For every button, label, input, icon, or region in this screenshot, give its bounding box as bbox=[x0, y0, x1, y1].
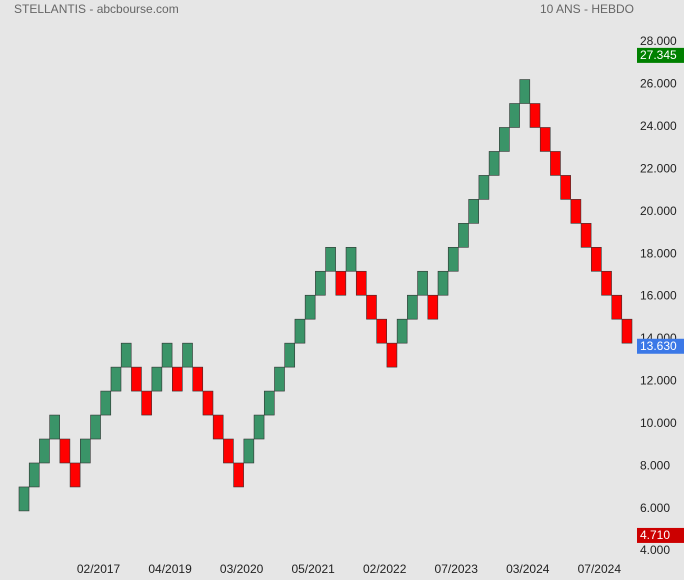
chart-title: STELLANTIS - abcbourse.com bbox=[14, 2, 179, 16]
brick bbox=[69, 462, 81, 488]
price-marker bbox=[637, 527, 684, 543]
brick bbox=[151, 366, 163, 392]
brick bbox=[18, 486, 30, 512]
brick bbox=[580, 223, 592, 248]
brick bbox=[427, 294, 439, 320]
brick bbox=[131, 366, 142, 392]
brick bbox=[304, 294, 316, 320]
brick bbox=[294, 318, 306, 344]
chart-subtitle: 10 ANS - HEBDO bbox=[540, 2, 634, 16]
x-tick-label: 02/2017 bbox=[77, 562, 121, 576]
x-tick-label: 04/2019 bbox=[148, 562, 192, 576]
brick bbox=[345, 246, 357, 272]
brick bbox=[499, 127, 510, 152]
brick bbox=[120, 342, 132, 368]
y-tick-label: 8.000 bbox=[640, 458, 670, 472]
brick bbox=[90, 414, 101, 440]
y-tick-label: 12.000 bbox=[640, 374, 677, 388]
brick bbox=[335, 270, 347, 296]
brick bbox=[458, 223, 469, 248]
brick bbox=[110, 366, 122, 392]
brick bbox=[192, 366, 204, 392]
price-marker bbox=[637, 47, 684, 63]
y-tick-label: 24.000 bbox=[640, 119, 677, 133]
brick bbox=[591, 246, 602, 272]
x-tick-label: 02/2022 bbox=[363, 562, 407, 576]
brick bbox=[437, 270, 449, 296]
brick bbox=[253, 414, 265, 440]
y-tick-label: 4.000 bbox=[640, 543, 670, 557]
brick bbox=[468, 199, 479, 224]
x-tick-label: 05/2021 bbox=[291, 562, 335, 576]
y-tick-label: 18.000 bbox=[640, 246, 677, 260]
y-tick-label: 10.000 bbox=[640, 416, 677, 430]
x-tick-label: 07/2023 bbox=[435, 562, 479, 576]
brick bbox=[28, 462, 40, 488]
brick bbox=[478, 175, 490, 200]
brick bbox=[223, 438, 234, 464]
y-tick-label: 6.000 bbox=[640, 501, 670, 515]
brick bbox=[396, 318, 408, 344]
brick bbox=[263, 390, 275, 416]
brick bbox=[529, 103, 541, 128]
y-tick-label: 20.000 bbox=[640, 204, 677, 218]
brick bbox=[560, 175, 571, 200]
brick bbox=[172, 366, 183, 392]
brick bbox=[141, 390, 152, 416]
brick bbox=[366, 294, 377, 320]
brick bbox=[80, 438, 91, 464]
price-marker-label: 13.630 bbox=[640, 339, 677, 353]
brick bbox=[550, 151, 561, 176]
x-tick-label: 03/2020 bbox=[220, 562, 264, 576]
brick bbox=[182, 342, 193, 368]
y-tick-label: 16.000 bbox=[640, 289, 677, 303]
brick bbox=[39, 438, 50, 464]
brick bbox=[621, 318, 633, 344]
price-marker-label: 4.710 bbox=[640, 528, 670, 542]
brick bbox=[233, 462, 244, 488]
brick bbox=[509, 103, 520, 128]
brick bbox=[59, 438, 71, 464]
brick bbox=[161, 342, 173, 368]
price-marker bbox=[637, 338, 684, 354]
x-tick-label: 07/2024 bbox=[578, 562, 622, 576]
brick bbox=[601, 270, 612, 296]
brick bbox=[386, 342, 398, 368]
price-marker-label: 27.345 bbox=[640, 48, 677, 62]
brick bbox=[100, 390, 112, 416]
y-tick-label: 26.000 bbox=[640, 77, 677, 91]
brick bbox=[355, 270, 367, 296]
brick bbox=[202, 390, 214, 416]
brick bbox=[488, 151, 500, 176]
brick bbox=[570, 199, 582, 224]
brick bbox=[417, 270, 428, 296]
brick bbox=[315, 270, 326, 296]
y-tick-label: 22.000 bbox=[640, 161, 677, 175]
brick bbox=[49, 414, 60, 440]
brick bbox=[325, 246, 336, 272]
brick bbox=[376, 318, 388, 344]
brick bbox=[284, 342, 296, 368]
y-tick-label: 28.000 bbox=[640, 34, 677, 48]
x-tick-label: 03/2024 bbox=[506, 562, 550, 576]
brick bbox=[243, 438, 255, 464]
brick bbox=[407, 294, 418, 320]
brick bbox=[611, 294, 623, 320]
brick bbox=[447, 246, 459, 272]
brick bbox=[212, 414, 224, 440]
brick bbox=[274, 366, 285, 392]
brick bbox=[519, 79, 531, 104]
brick bbox=[539, 127, 551, 152]
